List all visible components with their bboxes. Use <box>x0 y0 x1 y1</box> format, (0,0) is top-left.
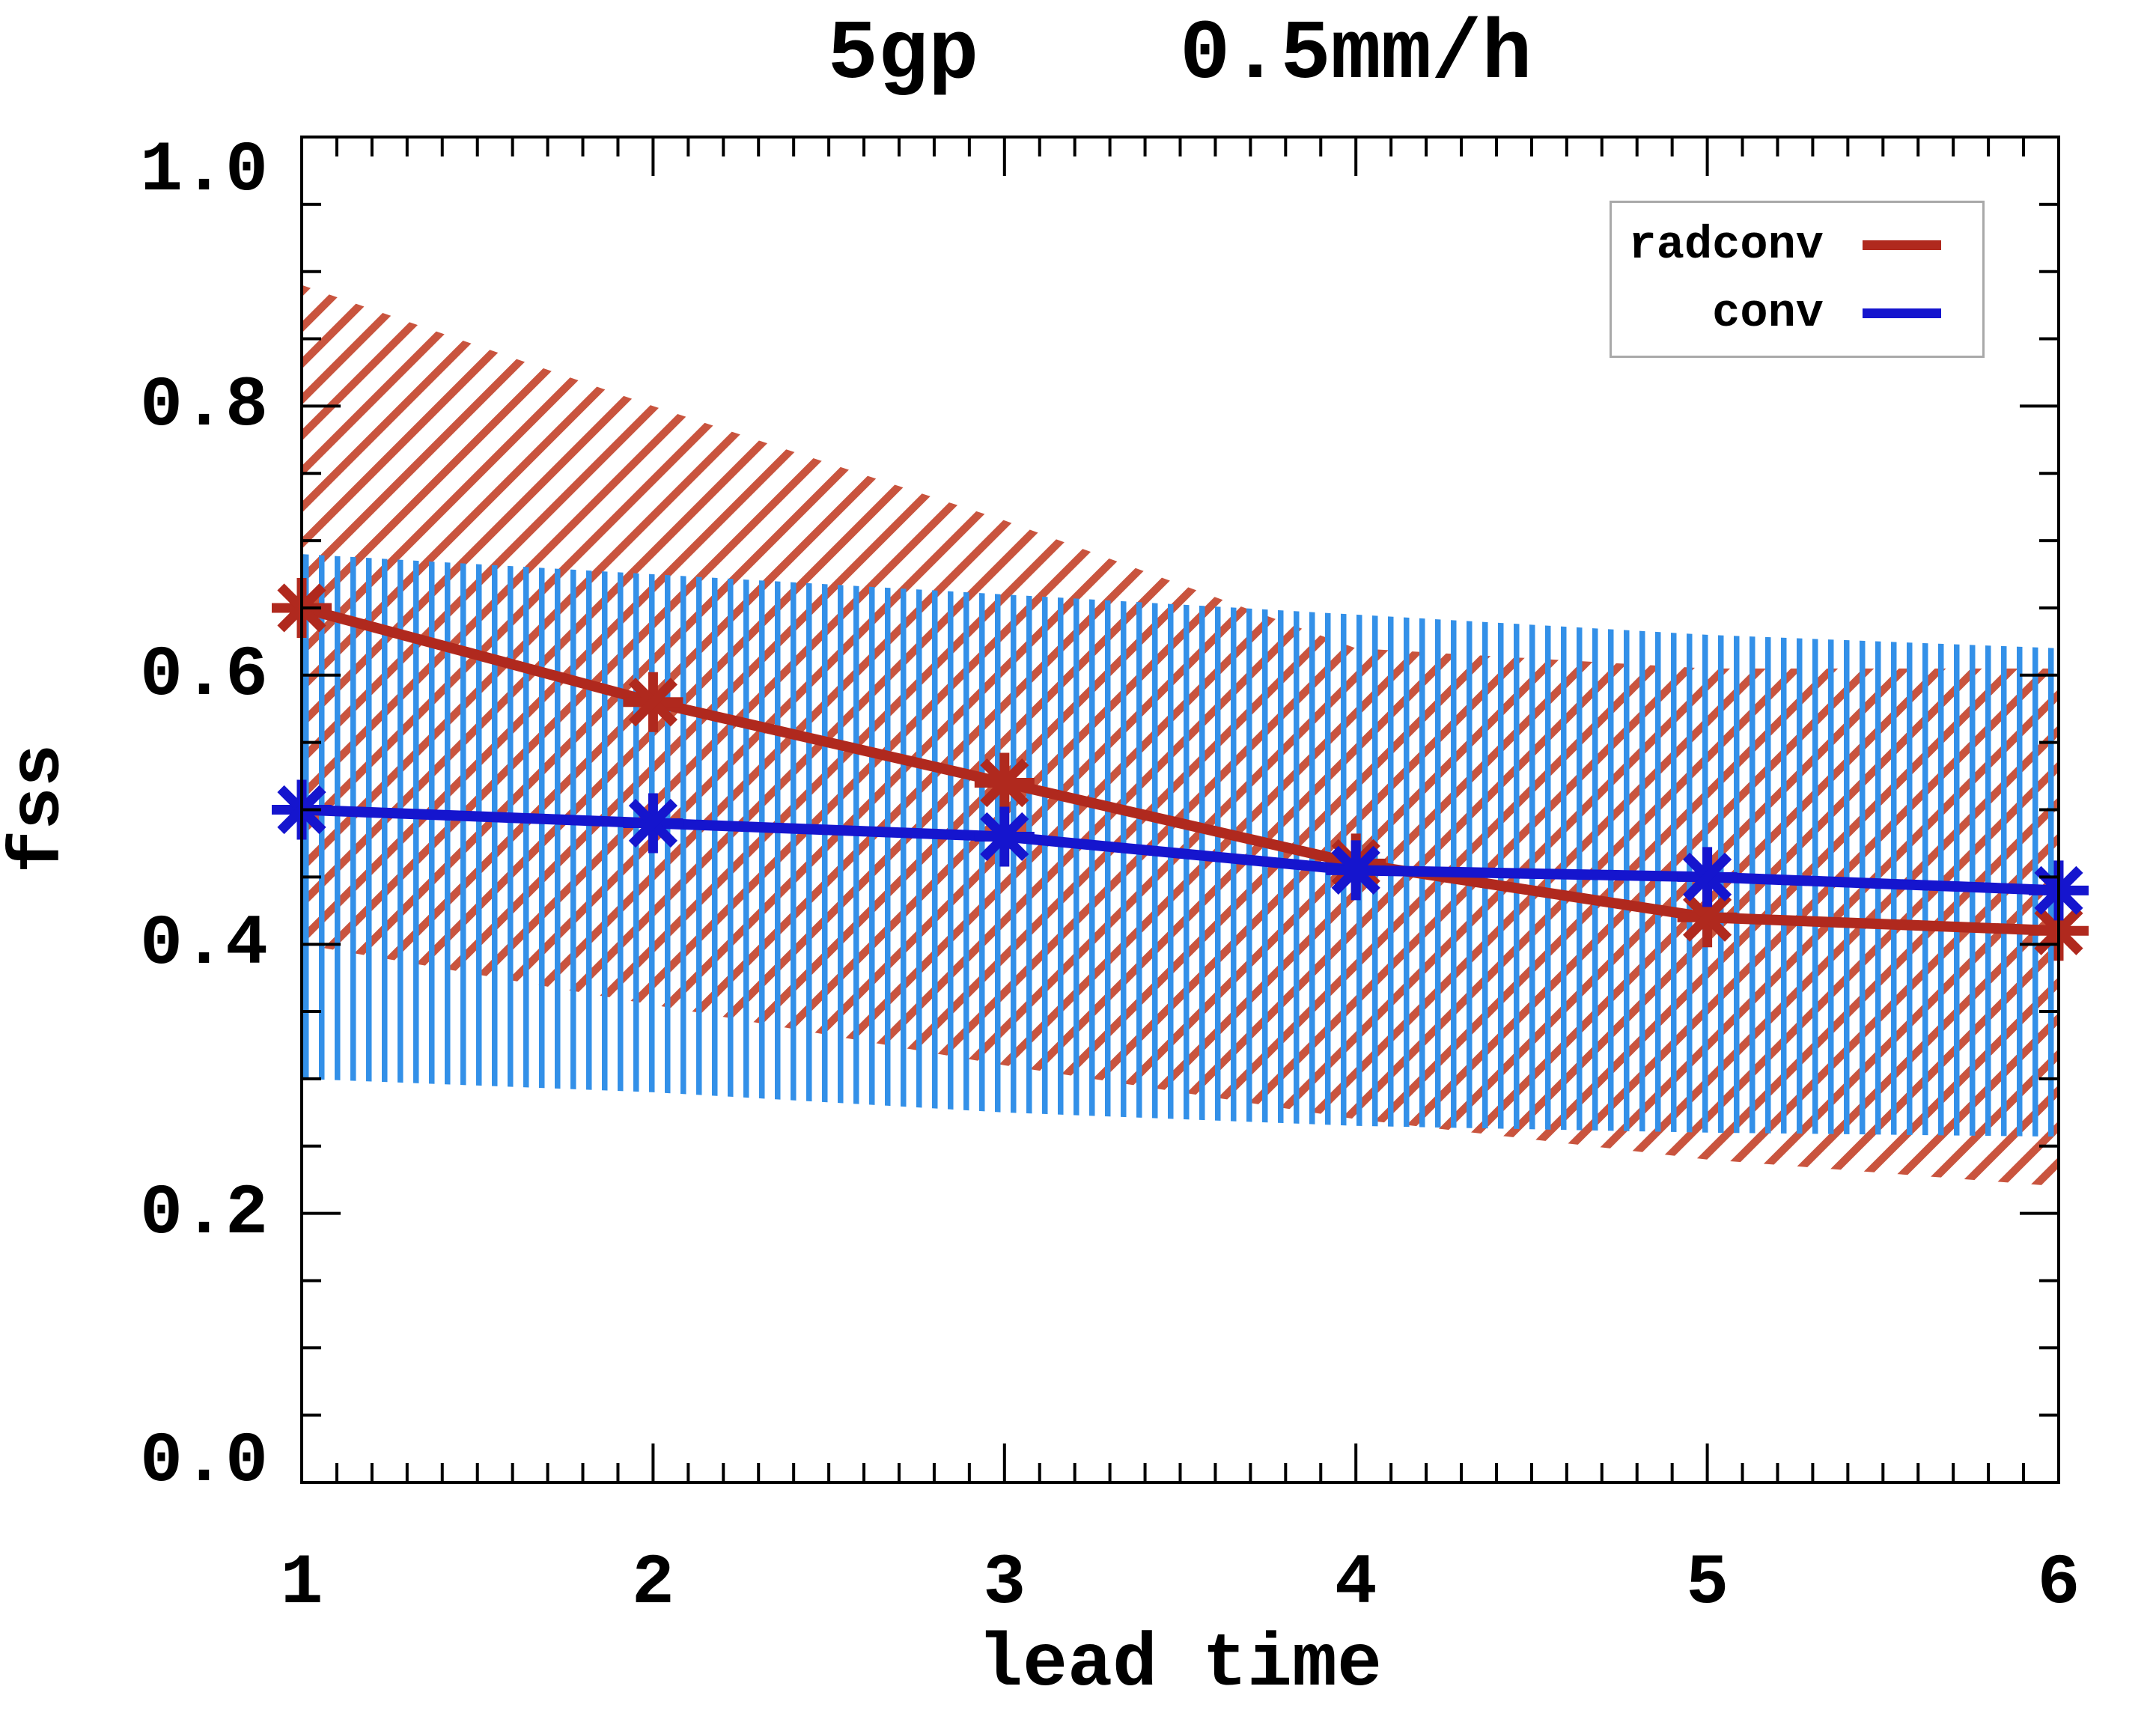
x-tick-label-5: 5 <box>1686 1543 1729 1624</box>
chart-title: 5gp 0.5mm/h <box>827 7 1532 103</box>
legend-label-conv: conv <box>1712 287 1824 341</box>
y-tick-label-0.8: 0.8 <box>139 365 268 447</box>
legend-swatch-radconv-line <box>1863 240 1941 250</box>
marker-conv-5 <box>1677 847 1738 907</box>
legend-label-radconv: radconv <box>1628 218 1824 272</box>
legend-item-radconv: radconv <box>1612 219 1982 272</box>
x-axis-label: lead time <box>977 1623 1383 1708</box>
marker-conv-3 <box>974 806 1035 867</box>
marker-conv-2 <box>623 793 683 854</box>
axes-frame <box>300 136 2060 1484</box>
y-tick-label-1.0: 1.0 <box>139 130 268 211</box>
marker-radconv-2 <box>623 672 683 732</box>
y-tick-label-0.2: 0.2 <box>139 1172 268 1254</box>
y-axis-label: fss <box>0 743 80 874</box>
x-tick-label-3: 3 <box>983 1543 1026 1624</box>
y-tick-label-0.4: 0.4 <box>139 904 268 985</box>
band-conv <box>302 554 2059 1137</box>
marker-radconv-3 <box>974 752 1035 813</box>
legend-item-conv: conv <box>1612 287 1982 340</box>
legend: radconv conv <box>1610 201 1985 358</box>
x-tick-label-4: 4 <box>1334 1543 1377 1624</box>
y-tick-label-0.6: 0.6 <box>139 634 268 716</box>
x-tick-label-6: 6 <box>2037 1543 2080 1624</box>
legend-swatch-conv-line <box>1863 308 1941 319</box>
y-tick-label-0.0: 0.0 <box>139 1421 268 1502</box>
marker-conv-4 <box>1326 840 1386 901</box>
x-tick-label-2: 2 <box>631 1543 674 1624</box>
x-tick-label-1: 1 <box>280 1543 323 1624</box>
